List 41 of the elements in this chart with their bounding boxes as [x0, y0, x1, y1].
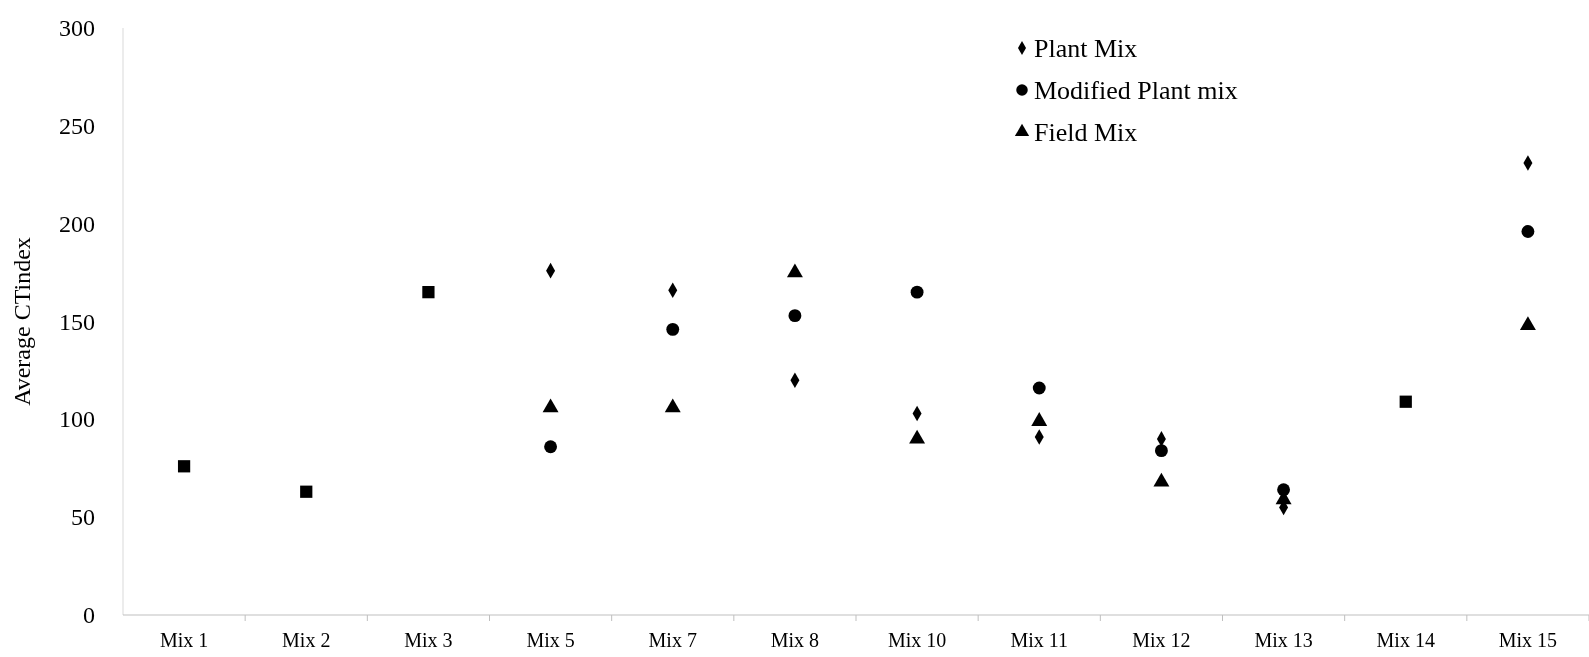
legend-label: Field Mix	[1034, 117, 1138, 147]
point	[909, 429, 926, 444]
point	[1154, 444, 1168, 458]
x-tick-label: Mix 10	[887, 629, 947, 651]
legend-label: Plant Mix	[1034, 33, 1138, 63]
point	[788, 309, 802, 323]
point	[422, 286, 435, 299]
x-tick-label: Mix 15	[1498, 629, 1558, 651]
x-tick-label: Mix 8	[770, 629, 820, 651]
point	[1031, 412, 1048, 426]
x-tick-label: Mix 5	[526, 629, 575, 651]
point	[1521, 225, 1535, 238]
point	[300, 485, 313, 498]
x-tick-label: Mix 2	[282, 629, 331, 651]
x-tick-label: Mix 12	[1132, 629, 1191, 651]
point	[177, 460, 191, 473]
x-tick-label: Mix 7	[648, 629, 697, 651]
point	[1153, 472, 1170, 487]
x-tick-label: Mix 11	[1010, 629, 1069, 651]
y-tick-label: 200	[59, 210, 95, 237]
point	[666, 322, 680, 336]
x-tick-label: Mix 13	[1254, 629, 1313, 651]
x-tick-label: Mix 3	[404, 629, 453, 651]
x-tick-label: Mix 1	[159, 629, 209, 651]
x-tick-label: Mix 14	[1376, 629, 1435, 651]
y-tick-label: 300	[59, 15, 95, 41]
y-tick-label: 250	[59, 112, 95, 139]
point	[910, 285, 924, 299]
point	[544, 440, 558, 454]
y-tick-label: 0	[83, 602, 95, 628]
y-tick-label: 50	[71, 504, 95, 531]
y-tick-label: 100	[59, 406, 95, 433]
y-tick-label: 150	[59, 308, 95, 335]
point	[542, 398, 559, 413]
y-axis-title: Average CTindex	[9, 237, 35, 406]
point	[1519, 316, 1536, 331]
point	[664, 398, 681, 413]
legend-label: Modified Plant mix	[1034, 75, 1238, 105]
point	[1032, 381, 1046, 395]
point	[1399, 395, 1412, 408]
point	[786, 263, 803, 278]
